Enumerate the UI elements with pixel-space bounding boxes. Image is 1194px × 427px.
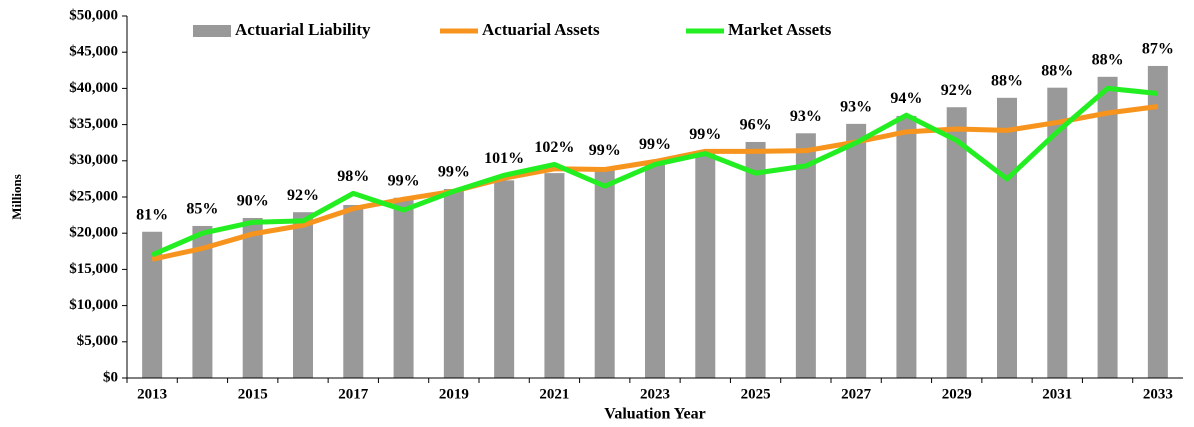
x-axis-label: Valuation Year xyxy=(604,406,706,423)
y-axis-label: Millions xyxy=(9,174,24,220)
bar xyxy=(443,189,464,378)
y-tick-label: $30,000 xyxy=(69,152,118,168)
bar xyxy=(946,107,967,378)
funded-ratio-label: 87% xyxy=(1142,41,1174,58)
bar xyxy=(594,167,615,378)
y-tick-label: $15,000 xyxy=(69,261,118,277)
line xyxy=(151,104,1159,262)
bar xyxy=(293,212,313,378)
y-tick-label: $5,000 xyxy=(77,333,118,349)
funded-ratio-label: 90% xyxy=(237,193,269,210)
funded-ratio-label: 94% xyxy=(890,90,922,107)
bar xyxy=(645,162,665,378)
funded-ratio-label: 99% xyxy=(589,142,621,159)
y-tick-label: $45,000 xyxy=(69,44,118,60)
y-tick-label: $50,000 xyxy=(69,7,118,23)
funded-ratio-label: 99% xyxy=(689,126,721,143)
y-tick-label: $25,000 xyxy=(69,188,118,204)
x-tick-label: 2025 xyxy=(741,386,771,402)
bar xyxy=(242,217,263,378)
funded-ratio-label: 92% xyxy=(941,82,973,99)
funded-ratio-label: 93% xyxy=(840,99,872,116)
legend-swatch xyxy=(193,25,231,37)
x-tick-label: 2021 xyxy=(539,386,569,402)
line xyxy=(151,85,1159,258)
funded-ratio-label: 101% xyxy=(484,150,524,167)
x-tick-label: 2031 xyxy=(1042,386,1072,402)
bar xyxy=(997,97,1017,378)
bar xyxy=(896,115,917,379)
funded-ratio-label: 93% xyxy=(790,108,822,125)
bar xyxy=(846,123,867,378)
funded-ratio-label: 81% xyxy=(136,206,168,223)
x-tick-label: 2017 xyxy=(338,386,369,402)
bar xyxy=(1047,87,1068,379)
bar xyxy=(393,197,414,378)
y-tick-label: $10,000 xyxy=(69,297,118,313)
funded-ratio-label: 99% xyxy=(438,164,470,181)
funded-ratio-label: 99% xyxy=(639,136,671,153)
x-tick-label: 2019 xyxy=(439,386,469,402)
y-tick-label: $20,000 xyxy=(69,225,118,241)
bar xyxy=(695,152,716,378)
bar xyxy=(544,173,565,378)
x-tick-label: 2029 xyxy=(942,386,972,402)
bar xyxy=(192,225,213,378)
legend-label: Actuarial Liability xyxy=(235,20,371,39)
x-tick-label: 2015 xyxy=(238,386,268,402)
funded-ratio-label: 88% xyxy=(1092,51,1124,68)
x-tick-label: 2027 xyxy=(841,386,872,402)
bar xyxy=(795,133,816,378)
y-tick-label: $35,000 xyxy=(69,116,118,132)
bar xyxy=(343,204,364,378)
funded-ratio-label: 92% xyxy=(287,187,319,204)
funded-ratio-label: 88% xyxy=(1041,62,1073,79)
funded-ratio-label: 88% xyxy=(991,72,1023,89)
legend-label: Market Assets xyxy=(728,20,832,39)
legend-label: Actuarial Assets xyxy=(482,20,600,39)
bar xyxy=(1147,65,1168,379)
bar xyxy=(745,141,766,378)
x-tick-label: 2023 xyxy=(640,386,670,402)
x-tick-label: 2033 xyxy=(1143,386,1173,402)
funded-ratio-label: 99% xyxy=(388,172,420,189)
funded-ratio-label: 85% xyxy=(186,201,218,218)
funded-ratio-label: 102% xyxy=(534,139,574,156)
bar xyxy=(494,180,515,378)
x-tick-label: 2013 xyxy=(137,386,167,402)
y-tick-label: $0 xyxy=(103,369,118,385)
funded-ratio-label: 98% xyxy=(337,168,369,185)
bar xyxy=(142,231,163,378)
y-tick-label: $40,000 xyxy=(69,80,118,96)
funded-ratio-label: 96% xyxy=(740,117,772,134)
bar xyxy=(1097,76,1118,378)
